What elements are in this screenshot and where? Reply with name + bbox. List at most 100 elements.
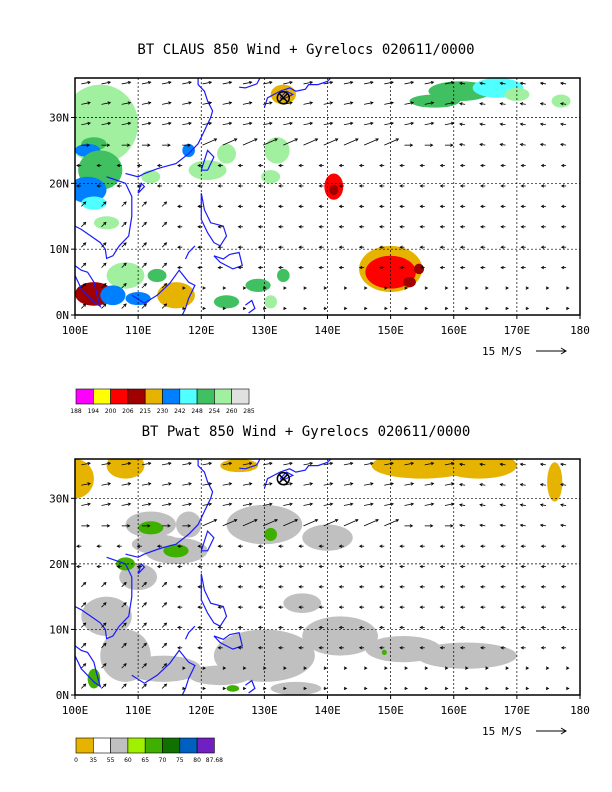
colorbar-label: 80 [193,757,201,764]
wind-vector [177,225,183,229]
shaded-region [365,255,416,289]
coastline [75,645,102,688]
wind-vector [141,242,147,248]
wind-vector [500,245,506,249]
coastline [184,625,196,640]
wind-vector [81,262,87,268]
wind-vector [384,666,388,670]
wind-vector [419,544,425,548]
wind-vector [202,686,206,691]
gyre-location-marker [276,91,291,105]
wind-vector [520,585,526,589]
wind-vector [101,642,107,649]
wind-vector [424,80,435,85]
wind-vector [439,605,445,609]
shaded-region [302,524,353,551]
wind-vector [424,101,435,105]
wind-vector [399,646,405,650]
wind-vector [323,686,328,691]
wind-vector [303,286,307,290]
wind-vector [81,221,87,228]
wind-vector [364,461,374,466]
wind-vector [101,683,107,689]
wind-vector [540,585,546,589]
wind-vector [182,143,192,147]
y-tick-label: 30N [49,112,69,125]
wind-vector [101,262,107,268]
wind-vector [505,306,509,311]
wind-vector [444,101,455,105]
wind-vector [539,142,546,147]
wind-vector [242,686,247,691]
colorbar-label: 248 [191,408,203,415]
shaded-region [220,459,259,473]
shaded-region [75,176,107,204]
x-tick-label: 180 [570,704,590,717]
wind-vector [141,101,152,105]
wind-vector [141,221,147,228]
wind-vector [242,286,247,290]
wind-vector [459,102,466,106]
map-panel-1: 100E 110E 120E 130E 140E 150E 160E 170E 180 30N 20… [49,77,590,415]
coastline [239,78,261,89]
wind-vector [177,184,183,188]
wind-vector [338,204,344,209]
wind-vector [419,585,425,589]
wind-vector [439,225,445,229]
coastline [75,265,102,308]
wind-vector [197,585,203,589]
shaded-region [413,263,425,275]
wind-vector [177,245,183,249]
wind-vector [358,625,365,630]
wind-vector [141,663,147,669]
wind-vector [81,642,87,649]
wind-vector [161,683,168,689]
wind-vector [338,585,344,589]
wind-vector [121,642,127,649]
wind-vector [121,482,132,486]
wind-vector [242,461,253,466]
wind-vector [318,605,324,609]
wind-vector [519,142,526,147]
wind-vector [298,585,304,589]
map-panel-2: 100E 110E 120E 130E 140E 150E 160E 170E 180 30N 20… [49,458,590,764]
wind-vector [364,101,374,105]
wind-vector [479,483,486,487]
wind-vector [222,461,233,466]
wind-vector [364,502,374,506]
wind-vector [539,122,546,126]
wind-vector [222,138,238,146]
wind-vector [444,502,455,506]
wind-vector [419,646,425,650]
wind-vector [399,204,405,209]
wind-vector [480,245,486,249]
colorbar-label: 215 [139,408,151,415]
wind-vector [364,686,368,691]
wind-vector [177,605,183,609]
wind-vector [480,163,486,168]
wind-vector [197,163,203,168]
wind-vector [539,503,546,507]
wind-vector [121,581,127,588]
wind-vector [560,245,567,249]
y-tick-label: 0N [56,309,69,322]
wind-vector [444,482,455,486]
x-tick-label: 150E [377,324,404,337]
wind-vector [404,306,408,311]
wind-vector [323,461,334,466]
colorbar-swatch [144,388,163,405]
colorbar-swatch [127,737,146,754]
wind-vector [257,646,264,650]
wind-vector [539,483,546,487]
wind-vector [141,622,147,628]
wind-vector [177,646,183,650]
wind-vector [525,686,530,691]
wind-vector [459,544,466,548]
wind-vector [263,686,267,691]
y-tick-label: 20N [49,177,69,190]
wind-vector [364,286,368,290]
wind-vector [278,245,284,249]
wind-vector [384,686,388,691]
wind-vector [101,502,112,506]
wind-vector [404,502,415,506]
